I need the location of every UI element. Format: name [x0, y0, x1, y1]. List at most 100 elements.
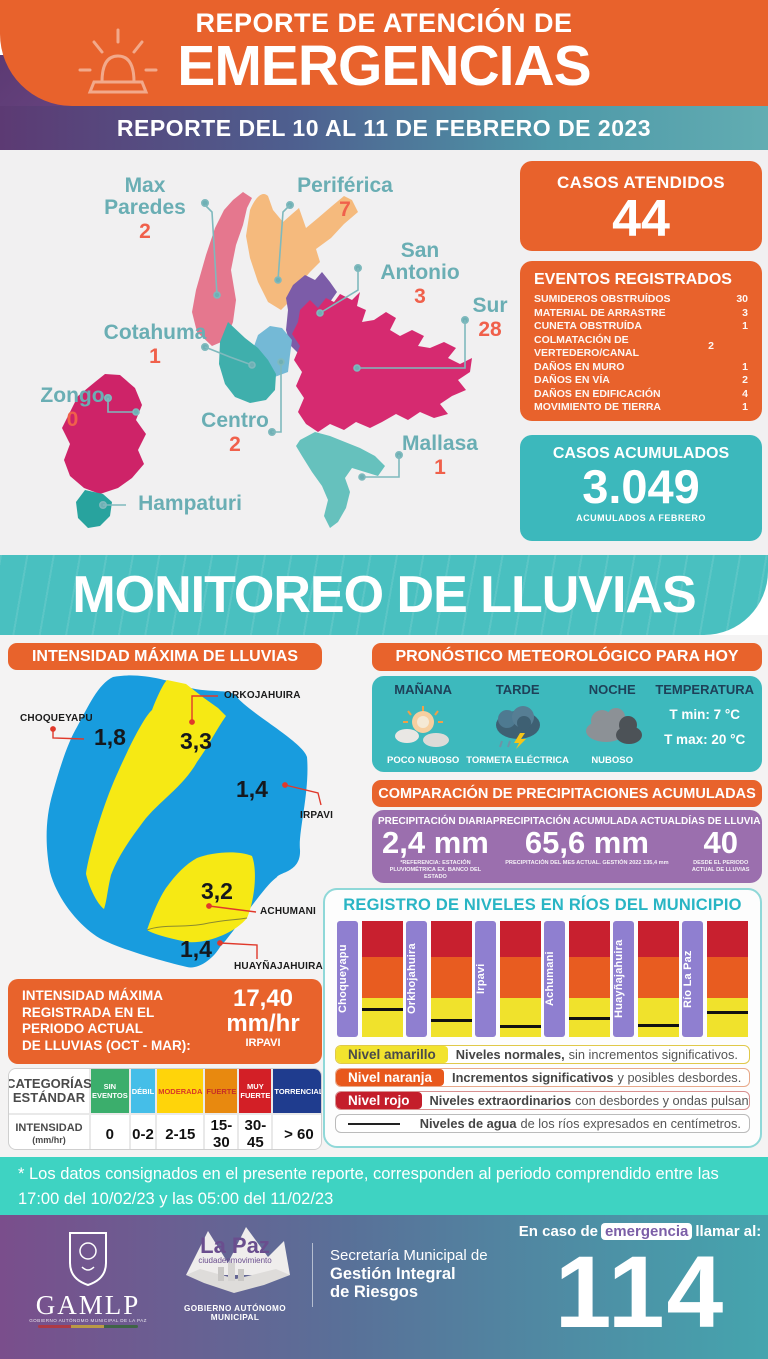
basin-label-choqueyapu: CHOQUEYAPU — [20, 713, 93, 724]
district-label-sur: Sur 28 — [472, 294, 508, 342]
basin-label-irpavi: IRPAVI — [300, 810, 334, 821]
rain-categories-table: CATEGORÍAS ESTÁNDAR SIN EVENTOS DÉBIL MO… — [8, 1068, 322, 1150]
river-bar — [707, 921, 748, 1037]
weather-temperature: TEMPERATURA T min: 7 °C T max: 20 °C — [655, 682, 755, 747]
district-label-zongo: Zongo 0 — [40, 384, 105, 432]
river-group-choqueyapu: Choqueyapu — [337, 921, 403, 1037]
basin-value-achumani: 3,2 — [201, 878, 233, 904]
district-map-section: Max Paredes 2 Periférica 7 San Antonio 3… — [0, 150, 768, 555]
casos-acumulados-note: ACUMULADOS A FEBRERO — [576, 513, 706, 523]
report-footnote: * Los datos consignados en el presente r… — [0, 1157, 768, 1215]
water-level-line — [431, 1018, 472, 1022]
legend-row-orange: Nivel naranja Incrementos significativos… — [335, 1068, 750, 1087]
casos-atendidos-label: CASOS ATENDIDOS — [557, 173, 725, 192]
dias-de-lluvia: DÍAS DE LLUVIA 40 DESDE EL PERIODO ACTUA… — [680, 816, 761, 873]
category-column-debil: DÉBIL — [130, 1069, 156, 1113]
temp-max: T max: 20 °C — [664, 732, 746, 747]
intensity-value: 2-15 — [157, 1115, 204, 1149]
weather-morning: MAÑANA POCO NUBOSO — [386, 682, 460, 766]
category-column-sin-eventos: SIN EVENTOS — [91, 1069, 129, 1113]
intensity-value: > 60 — [273, 1115, 321, 1149]
report-title-line2: EMERGENCIAS — [177, 34, 591, 98]
emergency-phone-number: 114 — [554, 1235, 726, 1349]
basin-map-svg — [46, 675, 322, 968]
river-bar — [362, 921, 403, 1037]
casos-acumulados-label: CASOS ACUMULADOS — [552, 445, 730, 462]
water-level-line — [569, 1016, 610, 1020]
emergencia-highlight: emergencia — [600, 1223, 693, 1240]
water-level-line — [362, 1008, 403, 1012]
comparacion-header: COMPARACIÓN DE PRECIPITACIONES ACUMULADA… — [372, 780, 762, 807]
district-connectors — [99, 198, 469, 509]
basin-value-huaynajahuira: 1,4 — [180, 936, 212, 962]
pronostico-header: PRONÓSTICO METEOROLÓGICO PARA HOY — [372, 643, 762, 671]
report-date-banner: REPORTE DEL 10 AL 11 DE FEBRERO DE 2023 — [0, 106, 768, 150]
weather-night: NOCHE NUBOSO — [569, 682, 655, 768]
svg-text:ciudadenmovimiento: ciudadenmovimiento — [198, 1256, 272, 1265]
category-column-muy-fuerte: MUY FUERTE — [239, 1069, 272, 1113]
basin-yellow-orkojahuira — [86, 680, 226, 909]
river-bars: Choqueyapu Orkhojahuira Irpavi — [325, 915, 760, 1037]
evento-row: CUNETA OBSTRUÍDA 1 — [534, 320, 748, 332]
sun-clouds-icon — [394, 697, 452, 755]
emergency-call-line: En caso de emergencia llamar al: — [518, 1223, 762, 1240]
gamlp-logo: GAMLP GOBIERNO AUTÓNOMO MUNICIPAL DE LA … — [28, 1229, 148, 1328]
weather-forecast-panel: MAÑANA POCO NUBOSO TARDE — [372, 676, 762, 772]
lapaz-mountains-icon: La Paz ciudadenmovimiento — [186, 1227, 290, 1293]
basin-yellow-achumani — [147, 852, 255, 943]
casos-acumulados-box: CASOS ACUMULADOS 3.049 ACUMULADOS A FEBR… — [520, 435, 762, 541]
river-group-irpavi: Irpavi — [475, 921, 541, 1037]
casos-acumulados-value: 3.049 — [582, 460, 700, 513]
intensity-value: 0 — [91, 1115, 129, 1149]
lapaz-logo: La Paz ciudadenmovimiento GOBIERNO AUTÓN… — [170, 1223, 300, 1322]
intensity-value: 0-2 — [130, 1115, 156, 1149]
river-bar — [500, 921, 541, 1037]
district-label-periferica: Periférica 7 — [297, 174, 393, 222]
lapaz-gov-text: GOBIERNO AUTÓNOMO MUNICIPAL — [183, 1304, 286, 1322]
intensidad-header: INTENSIDAD MÁXIMA DE LLUVIAS — [8, 643, 322, 670]
secretaria-text: Secretaría Municipal de Gestión Integral… — [330, 1247, 488, 1301]
gamlp-shield-icon — [69, 1232, 107, 1287]
evento-row: COLMATACIÓN DE VERTEDERO/CANAL 2 — [534, 333, 714, 360]
siren-icon — [78, 28, 158, 94]
basin-connectors — [50, 695, 322, 959]
evento-row: MOVIMIENTO DE TIERRA 1 — [534, 401, 748, 413]
legend-row-red: Nivel rojo Niveles extraordinarios con de… — [335, 1091, 750, 1110]
district-shape-sur — [292, 292, 472, 432]
intensity-value: 30-45 — [239, 1115, 272, 1149]
evento-row: MATERIAL DE ARRASTRE 3 — [534, 306, 748, 319]
basin-value-irpavi: 1,4 — [236, 776, 268, 802]
river-levels-title: REGISTRO DE NIVELES EN RÍOS DEL MUNICIPI… — [343, 896, 742, 914]
water-line-swatch — [348, 1122, 400, 1125]
monitoreo-title: MONITOREO DE LLUVIAS — [72, 566, 696, 624]
district-label-cotahuma: Cotahuma 1 — [103, 321, 207, 369]
basin-value-choqueyapu: 1,8 — [94, 724, 126, 750]
river-group-huaynajahuira: Huayñajahuira — [613, 921, 679, 1037]
precipitacion-acumulada: PRECIPITACIÓN ACUMULADA ACTUAL 65,6 mm P… — [492, 816, 681, 866]
casos-atendidos-box: CASOS ATENDIDOS 44 — [520, 161, 762, 251]
svg-text:La Paz: La Paz — [200, 1233, 270, 1258]
water-level-line — [707, 1010, 748, 1014]
district-label-max-paredes: Max Paredes 2 — [104, 174, 186, 244]
categories-header-cell: CATEGORÍAS ESTÁNDAR — [9, 1069, 92, 1113]
district-shape-periferica — [246, 193, 358, 310]
evento-row: DAÑOS EN VÍA 2 — [534, 374, 748, 386]
district-label-san-antonio: San Antonio 3 — [380, 239, 460, 309]
basin-value-orkojahuira: 3,3 — [180, 728, 212, 754]
clouds-icon — [582, 697, 643, 755]
river-group-rio-la-paz: Río La Paz — [682, 921, 748, 1037]
evento-row: DAÑOS EN EDIFICACIÓN 4 — [534, 387, 748, 400]
river-levels-panel: REGISTRO DE NIVELES EN RÍOS DEL MUNICIPI… — [323, 888, 762, 1148]
legend-row-yellow: Nivel amarillo Niveles normales, sin incr… — [335, 1045, 750, 1064]
casos-atendidos-value: 44 — [612, 190, 670, 248]
precipitation-comparison-panel: PRECIPITACIÓN DIARIA 2,4 mm *REFERENCIA:… — [372, 810, 762, 883]
gamlp-flag-line — [38, 1325, 138, 1328]
report-header: REPORTE DE ATENCIÓN DE EMERGENCIAS — [0, 0, 768, 106]
district-shape-zongo — [62, 374, 146, 494]
rain-monitoring-section: INTENSIDAD MÁXIMA DE LLUVIAS PRONÓSTICO … — [0, 635, 768, 1157]
district-map — [62, 192, 472, 528]
evento-row: DAÑOS EN MURO 1 — [534, 360, 748, 373]
district-label-hampaturi: Hampaturi — [138, 492, 242, 515]
eventos-title: EVENTOS REGISTRADOS — [534, 271, 732, 288]
